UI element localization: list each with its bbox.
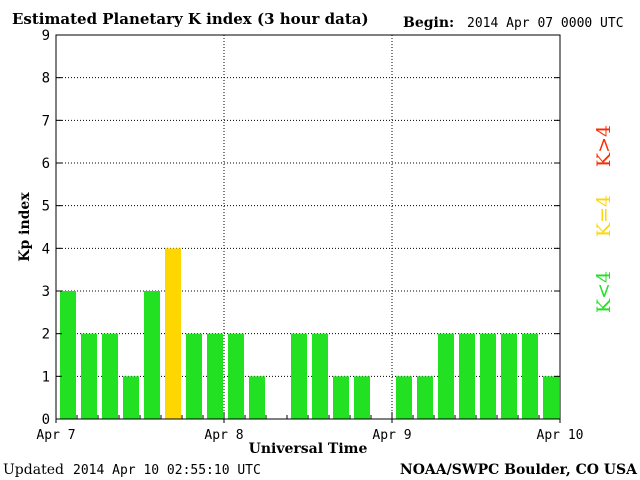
y-tick-label: 5 (42, 199, 50, 215)
kp-bar (207, 333, 223, 419)
x-axis-label: Universal Time (249, 441, 368, 457)
y-tick-label: 1 (42, 369, 50, 385)
x-axis-ticks: Apr 7 Apr 8 Apr 9 Apr 10 (36, 412, 583, 443)
kp-bar (60, 291, 76, 419)
kp-bar (501, 333, 517, 419)
legend-k-equal-4: K=4 (593, 195, 615, 237)
kp-bar (543, 376, 559, 419)
kp-bar (102, 333, 118, 419)
kp-bar (333, 376, 349, 419)
y-tick-label: 0 (42, 412, 50, 428)
y-tick-label: 8 (42, 71, 50, 87)
x-tick-label: Apr 8 (204, 428, 243, 443)
legend-k-below-4: K<4 (593, 271, 615, 313)
chart-title: Estimated Planetary K index (3 hour data… (12, 10, 369, 28)
y-tick-label: 3 (42, 284, 50, 300)
y-axis-ticks: 0 1 2 3 4 5 6 7 8 9 (42, 28, 560, 428)
y-axis-label: Kp index (17, 192, 33, 262)
kp-bar (459, 333, 475, 419)
source-credit: NOAA/SWPC Boulder, CO USA (400, 462, 638, 478)
kp-bar (396, 376, 412, 419)
bars (60, 248, 559, 419)
kp-bar (81, 333, 97, 419)
kp-bar (522, 333, 538, 419)
kp-bar (123, 376, 139, 419)
kp-bar (438, 333, 454, 419)
x-tick-label: Apr 9 (372, 428, 411, 443)
kp-bar (291, 333, 307, 419)
y-tick-label: 4 (42, 241, 50, 257)
y-tick-label: 9 (42, 28, 50, 44)
x-tick-label: Apr 10 (537, 428, 584, 443)
kp-bar (144, 291, 160, 419)
x-tick-label: Apr 7 (36, 428, 75, 443)
legend-k-above-4: K>4 (593, 125, 615, 167)
kp-bar (186, 333, 202, 419)
begin-label: Begin: (403, 15, 454, 31)
kp-bar (165, 248, 181, 419)
y-tick-label: 2 (42, 327, 50, 343)
kp-bar (228, 333, 244, 419)
kp-bar (480, 333, 496, 419)
kp-bar (249, 376, 265, 419)
begin-value: 2014 Apr 07 0000 UTC (467, 16, 624, 31)
kp-bar (354, 376, 370, 419)
kp-bar (312, 333, 328, 419)
kp-bar (417, 376, 433, 419)
updated-label: Updated (3, 462, 64, 478)
y-tick-label: 6 (42, 156, 50, 172)
updated-value: 2014 Apr 10 02:55:10 UTC (73, 463, 261, 478)
y-tick-label: 7 (42, 113, 50, 129)
